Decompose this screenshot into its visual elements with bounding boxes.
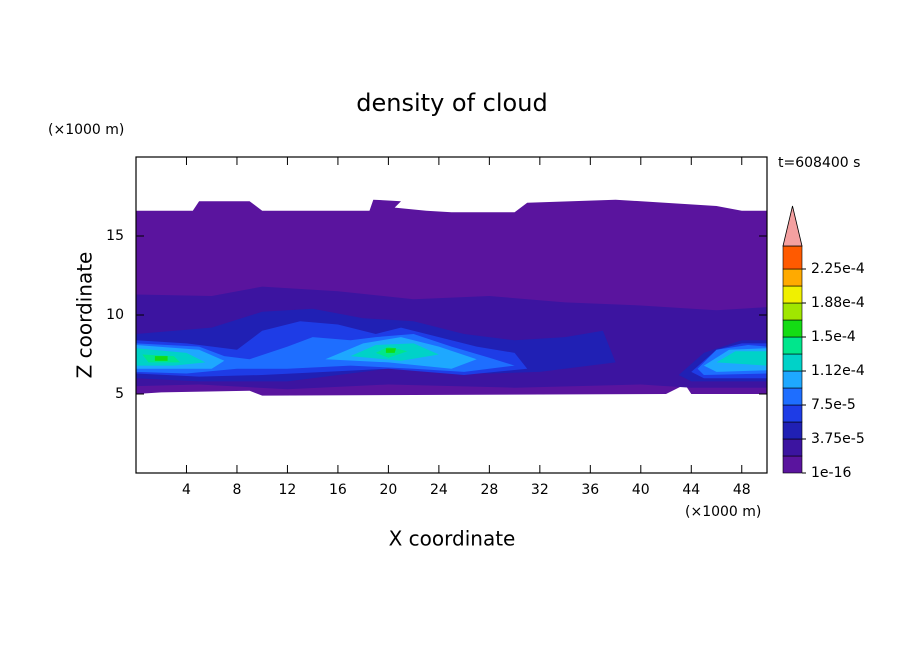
x-tick-label: 36 xyxy=(581,482,599,498)
contour-region xyxy=(154,356,168,361)
colorbar-box xyxy=(782,421,803,440)
colorbar-box xyxy=(782,285,803,304)
x-tick-label: 12 xyxy=(279,482,297,498)
contour-region xyxy=(716,351,767,366)
y-tick-label: 5 xyxy=(115,386,124,402)
colorbar-box xyxy=(782,404,803,423)
chart-title: density of cloud xyxy=(356,89,547,117)
colorbar-box xyxy=(782,370,803,389)
colorbar-label: 1.5e-4 xyxy=(811,329,856,345)
contour-layer xyxy=(136,199,767,396)
x-tick-label: 40 xyxy=(632,482,650,498)
colorbar-label: 7.5e-5 xyxy=(811,397,856,413)
colorbar-label: 1e-16 xyxy=(811,465,851,481)
x-tick-label: 28 xyxy=(480,482,498,498)
x-tick-label: 32 xyxy=(531,482,549,498)
colorbar-box xyxy=(782,353,803,372)
y-unit: (×1000 m) xyxy=(48,122,124,138)
colorbar-over xyxy=(782,205,803,247)
annotation: t=608400 s xyxy=(778,155,860,171)
colorbar-box xyxy=(782,455,803,474)
colorbar-box xyxy=(782,245,803,270)
x-tick-label: 20 xyxy=(379,482,397,498)
colorbar-label: 2.25e-4 xyxy=(811,261,865,277)
colorbar-box xyxy=(782,268,803,287)
colorbar-box xyxy=(782,438,803,457)
y-tick-label: 10 xyxy=(106,307,124,323)
colorbar-box xyxy=(782,336,803,355)
colorbar-box xyxy=(782,302,803,321)
colorbar-label: 1.12e-4 xyxy=(811,363,865,379)
colorbar-box xyxy=(782,319,803,338)
x-axis-label: X coordinate xyxy=(389,527,516,551)
x-tick-label: 16 xyxy=(329,482,347,498)
colorbar-label: 1.88e-4 xyxy=(811,295,865,311)
contour-region xyxy=(385,348,396,353)
x-tick-label: 4 xyxy=(182,482,191,498)
x-tick-label: 8 xyxy=(232,482,241,498)
x-tick-label: 44 xyxy=(682,482,700,498)
x-tick-label: 24 xyxy=(430,482,448,498)
x-tick-label: 48 xyxy=(733,482,751,498)
y-axis-label: Z coordinate xyxy=(73,252,97,379)
colorbar-label: 3.75e-5 xyxy=(811,431,865,447)
y-tick-label: 15 xyxy=(106,228,124,244)
x-unit: (×1000 m) xyxy=(685,504,761,520)
colorbar-box xyxy=(782,387,803,406)
